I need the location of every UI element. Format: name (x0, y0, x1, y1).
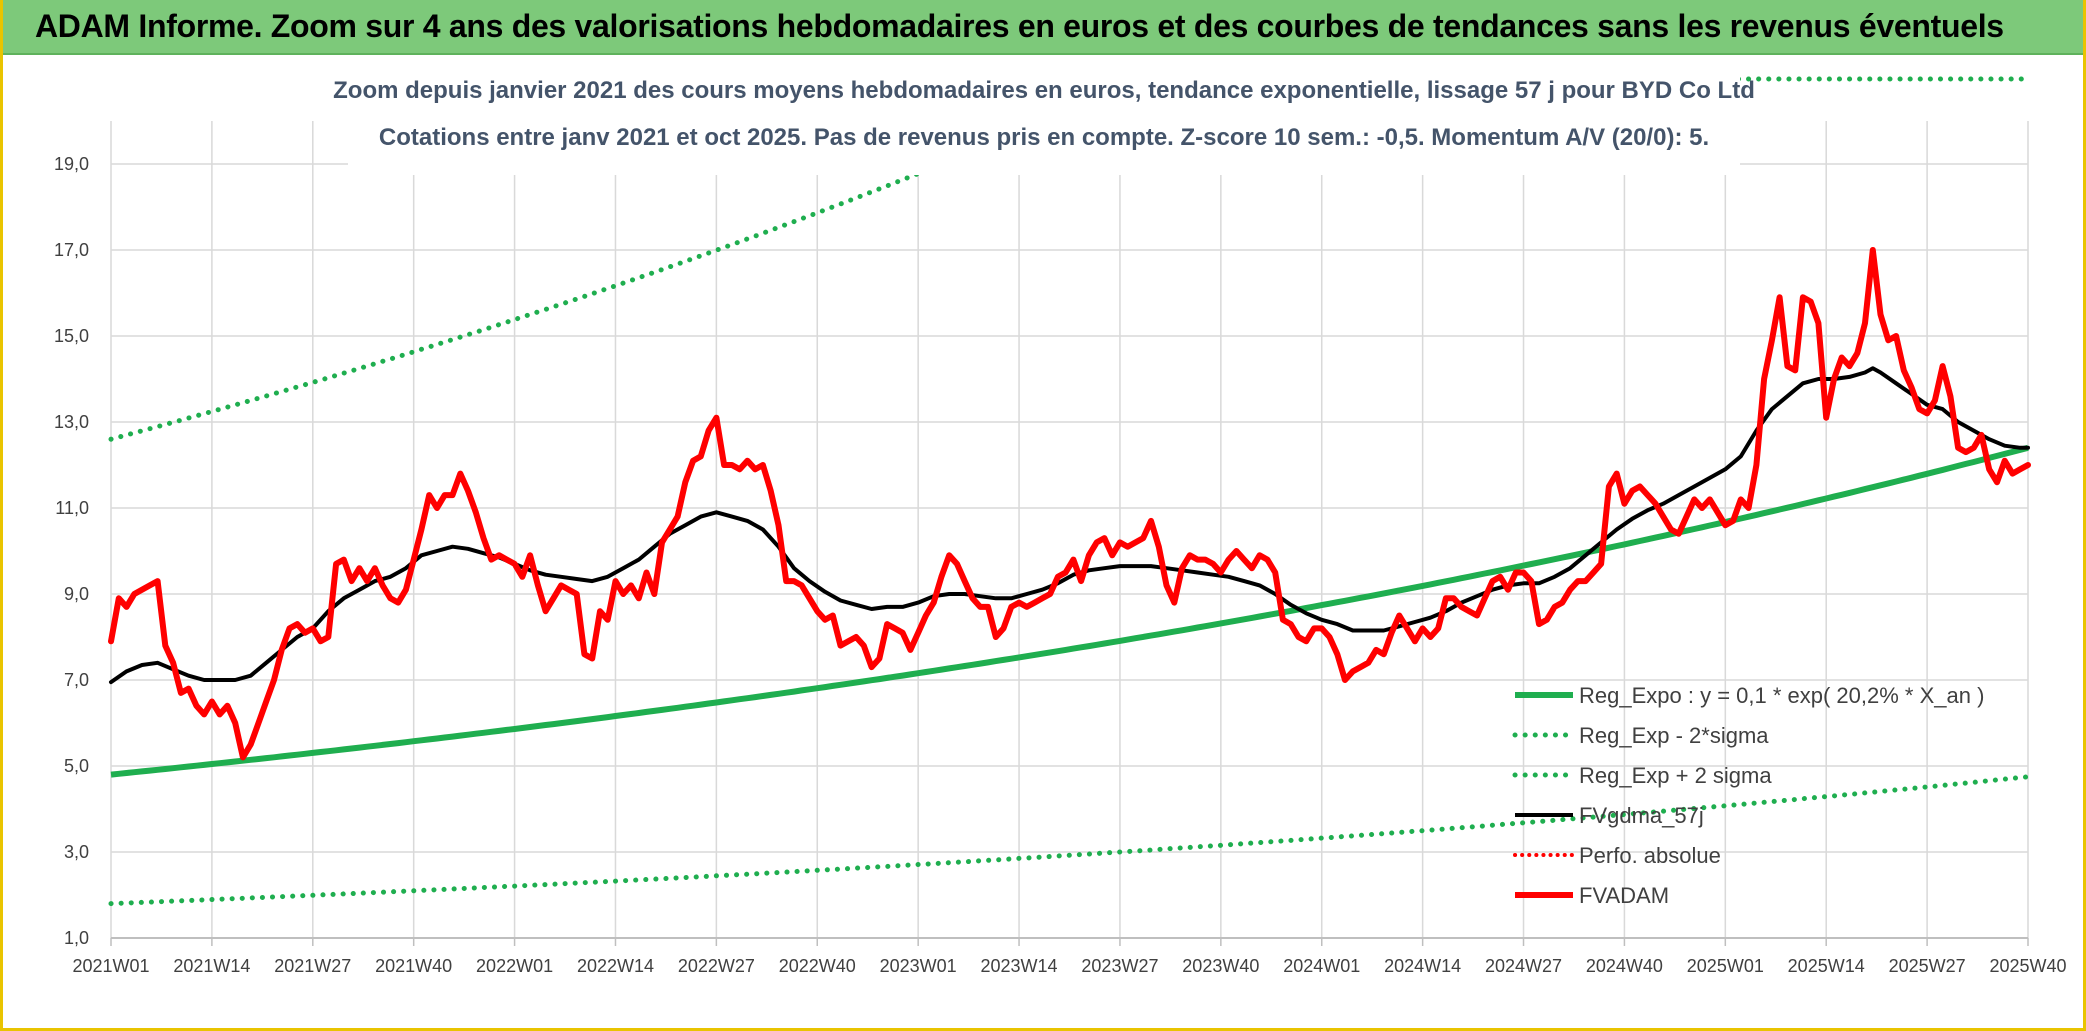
y-tick-label: 5,0 (64, 756, 89, 776)
y-tick-label: 3,0 (64, 842, 89, 862)
x-tick-label: 2023W40 (1182, 956, 1259, 976)
chart-grid (110, 121, 2029, 939)
chart-legend: Reg_Expo : y = 0,1 * exp( 20,2% * X_an )… (1512, 683, 1984, 908)
report-title: ADAM Informe. Zoom sur 4 ans des valoris… (35, 8, 2004, 44)
x-tick-label: 2025W27 (1889, 956, 1966, 976)
x-tick-label: 2025W01 (1687, 956, 1764, 976)
y-tick-label: 17,0 (54, 240, 89, 260)
x-tick-label: 2024W14 (1384, 956, 1461, 976)
y-tick-label: 9,0 (64, 584, 89, 604)
fvgdma-series-line (109, 366, 2030, 685)
y-tick-label: 11,0 (55, 498, 89, 518)
x-tick-label: 2024W01 (1283, 956, 1360, 976)
report-banner: ADAM Informe. Zoom sur 4 ans des valoris… (3, 0, 2083, 55)
y-tick-label: 19,0 (54, 154, 89, 174)
reg-minus-2sigma-line (108, 774, 2031, 907)
y-tick-label: 1,0 (64, 928, 89, 948)
reg-expo-line (110, 444, 2029, 778)
x-tick-label: 2021W14 (173, 956, 250, 976)
y-tick-label: 7,0 (64, 670, 89, 690)
x-tick-label: 2025W40 (1989, 956, 2066, 976)
x-tick-label: 2022W27 (678, 956, 755, 976)
chart-title: Zoom depuis janvier 2021 des cours moyen… (333, 77, 1755, 104)
legend-label: Perfo. absolue (1579, 843, 1721, 868)
legend-label: FVADAM (1579, 883, 1669, 908)
chart-series (108, 247, 2031, 761)
x-tick-label: 2023W14 (981, 956, 1058, 976)
legend-label: Reg_Exp - 2*sigma (1579, 723, 1769, 748)
legend-label: Reg_Expo : y = 0,1 * exp( 20,2% * X_an ) (1579, 683, 1984, 708)
legend-label: FVgdma_57j (1579, 803, 1704, 828)
chart-title-background (348, 60, 1740, 175)
x-tick-label: 2022W40 (779, 956, 856, 976)
x-tick-label: 2023W27 (1081, 956, 1158, 976)
x-tick-label: 2021W27 (274, 956, 351, 976)
x-tick-label: 2025W14 (1788, 956, 1865, 976)
legend-label: Reg_Exp + 2 sigma (1579, 763, 1772, 788)
chart-subtitle: Cotations entre janv 2021 et oct 2025. P… (379, 124, 1709, 151)
x-tick-label: 2021W40 (375, 956, 452, 976)
x-tick-label: 2024W27 (1485, 956, 1562, 976)
chart-axes: 1,0 3,0 5,0 7,0 9,0 11,0 13,0 15,0 17,0 19,0 2021W… (54, 154, 2067, 976)
x-tick-label: 2021W01 (72, 956, 149, 976)
x-tick-label: 2022W01 (476, 956, 553, 976)
fvadam-series-line (108, 247, 2031, 761)
x-tick-label: 2024W40 (1586, 956, 1663, 976)
valuation-chart: 1,0 3,0 5,0 7,0 9,0 11,0 13,0 15,0 17,0 19,0 2021W… (54, 60, 2067, 976)
x-tick-label: 2023W01 (880, 956, 957, 976)
chart-title-box: Zoom depuis janvier 2021 des cours moyen… (333, 60, 1755, 175)
x-tick-label: 2022W14 (577, 956, 654, 976)
y-tick-label: 15,0 (54, 326, 89, 346)
y-tick-label: 13,0 (54, 412, 89, 432)
